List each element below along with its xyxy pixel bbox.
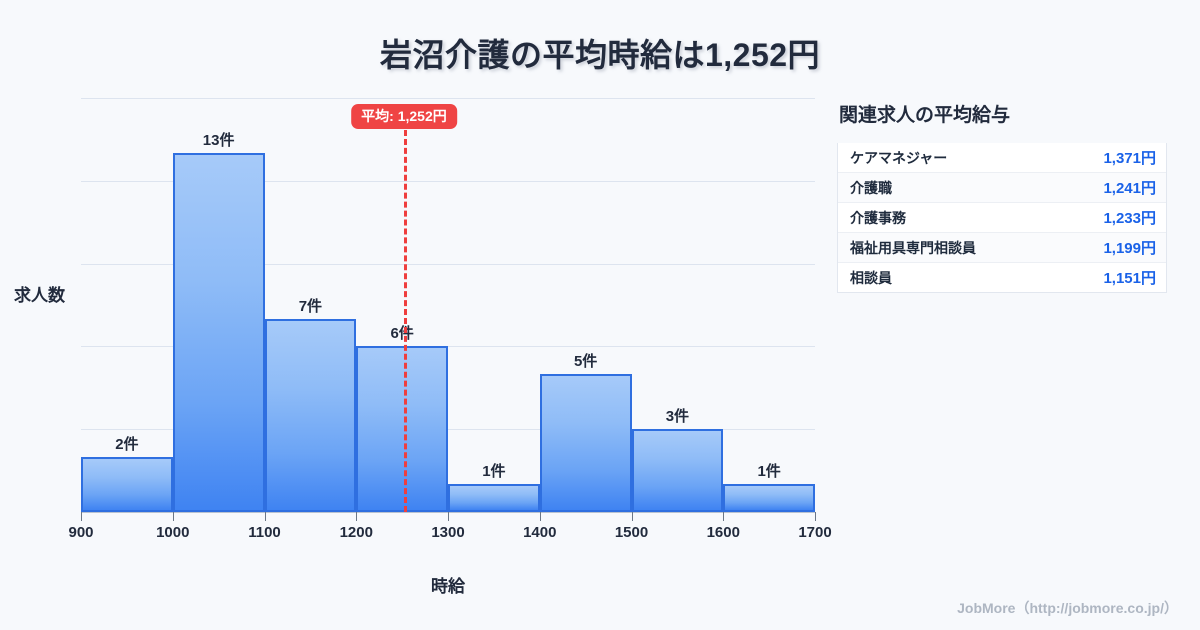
- histogram-bar: [356, 346, 448, 512]
- histogram-bar: [264, 318, 357, 512]
- average-line: [403, 130, 407, 512]
- histogram-bar: [448, 484, 540, 512]
- average-badge: 平均: 1,252円: [351, 104, 457, 129]
- related-salary-panel: 関連求人の平均給与 ケアマネジャー 1,371円介護職 1,241円介護事務 1,23…: [837, 100, 1167, 293]
- x-tick-label: 1200: [339, 524, 373, 541]
- related-salary-wage: 1,199円: [1103, 240, 1156, 257]
- x-tick-label: 900: [68, 524, 94, 541]
- x-tick: [723, 512, 725, 521]
- histogram-bar: [723, 484, 815, 512]
- histogram-bar: [539, 374, 632, 512]
- x-tick: [264, 512, 266, 521]
- x-tick: [81, 512, 82, 521]
- x-tick: [631, 512, 633, 521]
- x-tick: [356, 512, 358, 521]
- histogram-bar: [631, 429, 724, 512]
- histogram-bar: [81, 456, 173, 512]
- gridline: [81, 263, 815, 265]
- gridline: [81, 346, 815, 348]
- gridline: [81, 429, 815, 431]
- x-tick-label: 1400: [523, 524, 557, 541]
- bar-value-label: 1件: [757, 463, 781, 481]
- page-title: 岩沼介護の平均時給は1,252円: [379, 37, 821, 73]
- related-salary-title: 関連求人の平均給与: [839, 105, 1011, 126]
- related-salary-job: ケアマネジャー: [850, 149, 948, 166]
- bar-value-label: 6件: [390, 325, 414, 343]
- bar-value-label: 7件: [298, 297, 323, 315]
- x-tick-label: 1300: [431, 524, 465, 541]
- related-salary-row: 福祉用具専門相談員 1,199円: [838, 233, 1166, 263]
- bar-value-label: 3件: [665, 408, 690, 426]
- related-salary-wage: 1,241円: [1103, 180, 1156, 197]
- x-tick: [815, 512, 816, 521]
- related-salary-job: 福祉用具専門相談員: [850, 239, 976, 256]
- y-axis-title: 求人数: [14, 286, 65, 305]
- related-salary-wage: 1,233円: [1103, 210, 1156, 227]
- bar-value-label: 2件: [115, 435, 139, 453]
- gridline: [81, 98, 815, 99]
- related-salary-row: ケアマネジャー 1,371円: [838, 143, 1166, 173]
- x-axis-title: 時給: [431, 577, 465, 596]
- x-tick-label: 1100: [248, 524, 281, 541]
- related-salary-row: 介護職 1,241円: [838, 173, 1166, 203]
- related-salary-row: 介護事務 1,233円: [838, 203, 1166, 233]
- related-salary-row: 相談員 1,151円: [838, 263, 1166, 293]
- x-tick: [539, 512, 541, 521]
- histogram-chart: 2件 13件 7件 6件 1件 5件 3件 1件 900 1000 1100 1200 1300 140…: [14, 98, 832, 596]
- site-credit: JobMore（http://jobmore.co.jp/）: [957, 600, 1178, 616]
- x-tick-label: 1000: [156, 524, 190, 541]
- x-tick: [448, 512, 449, 521]
- related-salary-job: 介護職: [850, 179, 892, 196]
- bar-value-label: 1件: [482, 463, 506, 481]
- x-tick: [172, 512, 174, 521]
- x-tick-label: 1700: [798, 524, 832, 541]
- related-salary-job: 介護事務: [850, 209, 906, 226]
- x-tick-label: 1500: [614, 524, 649, 541]
- bar-value-label: 5件: [573, 353, 598, 370]
- x-tick-label: 1600: [706, 524, 740, 541]
- bar-value-label: 13件: [202, 132, 235, 150]
- related-salary-job: 相談員: [850, 269, 892, 286]
- chart-gridlines: [81, 98, 815, 512]
- histogram-bar: [172, 153, 265, 512]
- related-salary-table: ケアマネジャー 1,371円介護職 1,241円介護事務 1,233円福祉用具専門相談…: [837, 143, 1167, 293]
- related-salary-wage: 1,151円: [1103, 270, 1156, 287]
- gridline: [81, 180, 815, 182]
- related-salary-wage: 1,371円: [1103, 150, 1156, 167]
